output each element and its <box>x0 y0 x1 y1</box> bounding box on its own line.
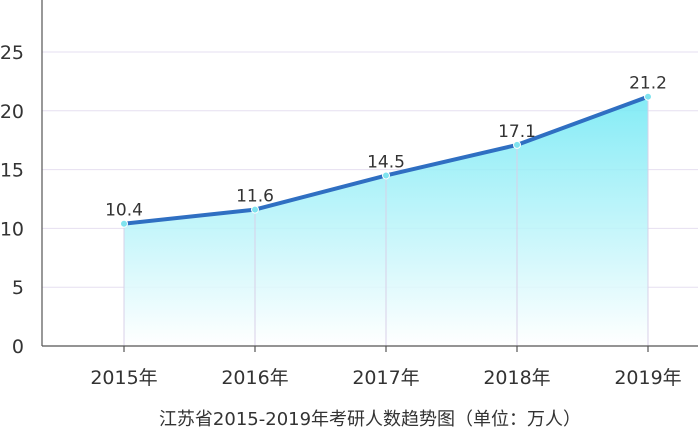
data-point-2 <box>382 171 390 180</box>
y-tick-label-3: 15 <box>0 160 24 182</box>
y-tick-label-0: 0 <box>12 336 24 358</box>
data-point-1 <box>251 205 259 214</box>
data-point-0 <box>120 219 128 228</box>
x-axis-ticks: 2015年 2016年 2017年 2018年 2019年 <box>90 367 681 389</box>
drop-lines <box>123 96 649 346</box>
y-axis-ticks: 0 5 10 15 20 25 <box>0 42 24 358</box>
y-tick-label-5: 25 <box>0 42 24 64</box>
data-label-3: 17.1 <box>498 122 536 142</box>
data-label-0: 10.4 <box>105 201 143 221</box>
data-labels: 10.4 11.6 14.5 17.1 21.2 <box>105 74 667 221</box>
x-tick-label-2: 2017年 <box>352 367 419 389</box>
data-label-4: 21.2 <box>629 74 667 94</box>
data-label-2: 14.5 <box>367 152 405 172</box>
y-tick-label-4: 20 <box>0 101 24 123</box>
y-tick-label-2: 10 <box>0 218 24 240</box>
x-tick-label-1: 2016年 <box>221 367 288 389</box>
y-tick-label-1: 5 <box>12 277 24 299</box>
x-tick-label-4: 2019年 <box>614 367 681 389</box>
x-tick-label-3: 2018年 <box>483 367 550 389</box>
data-points <box>120 92 652 228</box>
chart-caption: 江苏省2015-2019年考研人数趋势图（单位：万人） <box>159 409 581 430</box>
x-tick-label-0: 2015年 <box>90 367 157 389</box>
data-point-3 <box>513 140 521 149</box>
axes <box>41 0 698 352</box>
data-label-1: 11.6 <box>236 187 274 207</box>
data-point-4 <box>644 92 652 101</box>
